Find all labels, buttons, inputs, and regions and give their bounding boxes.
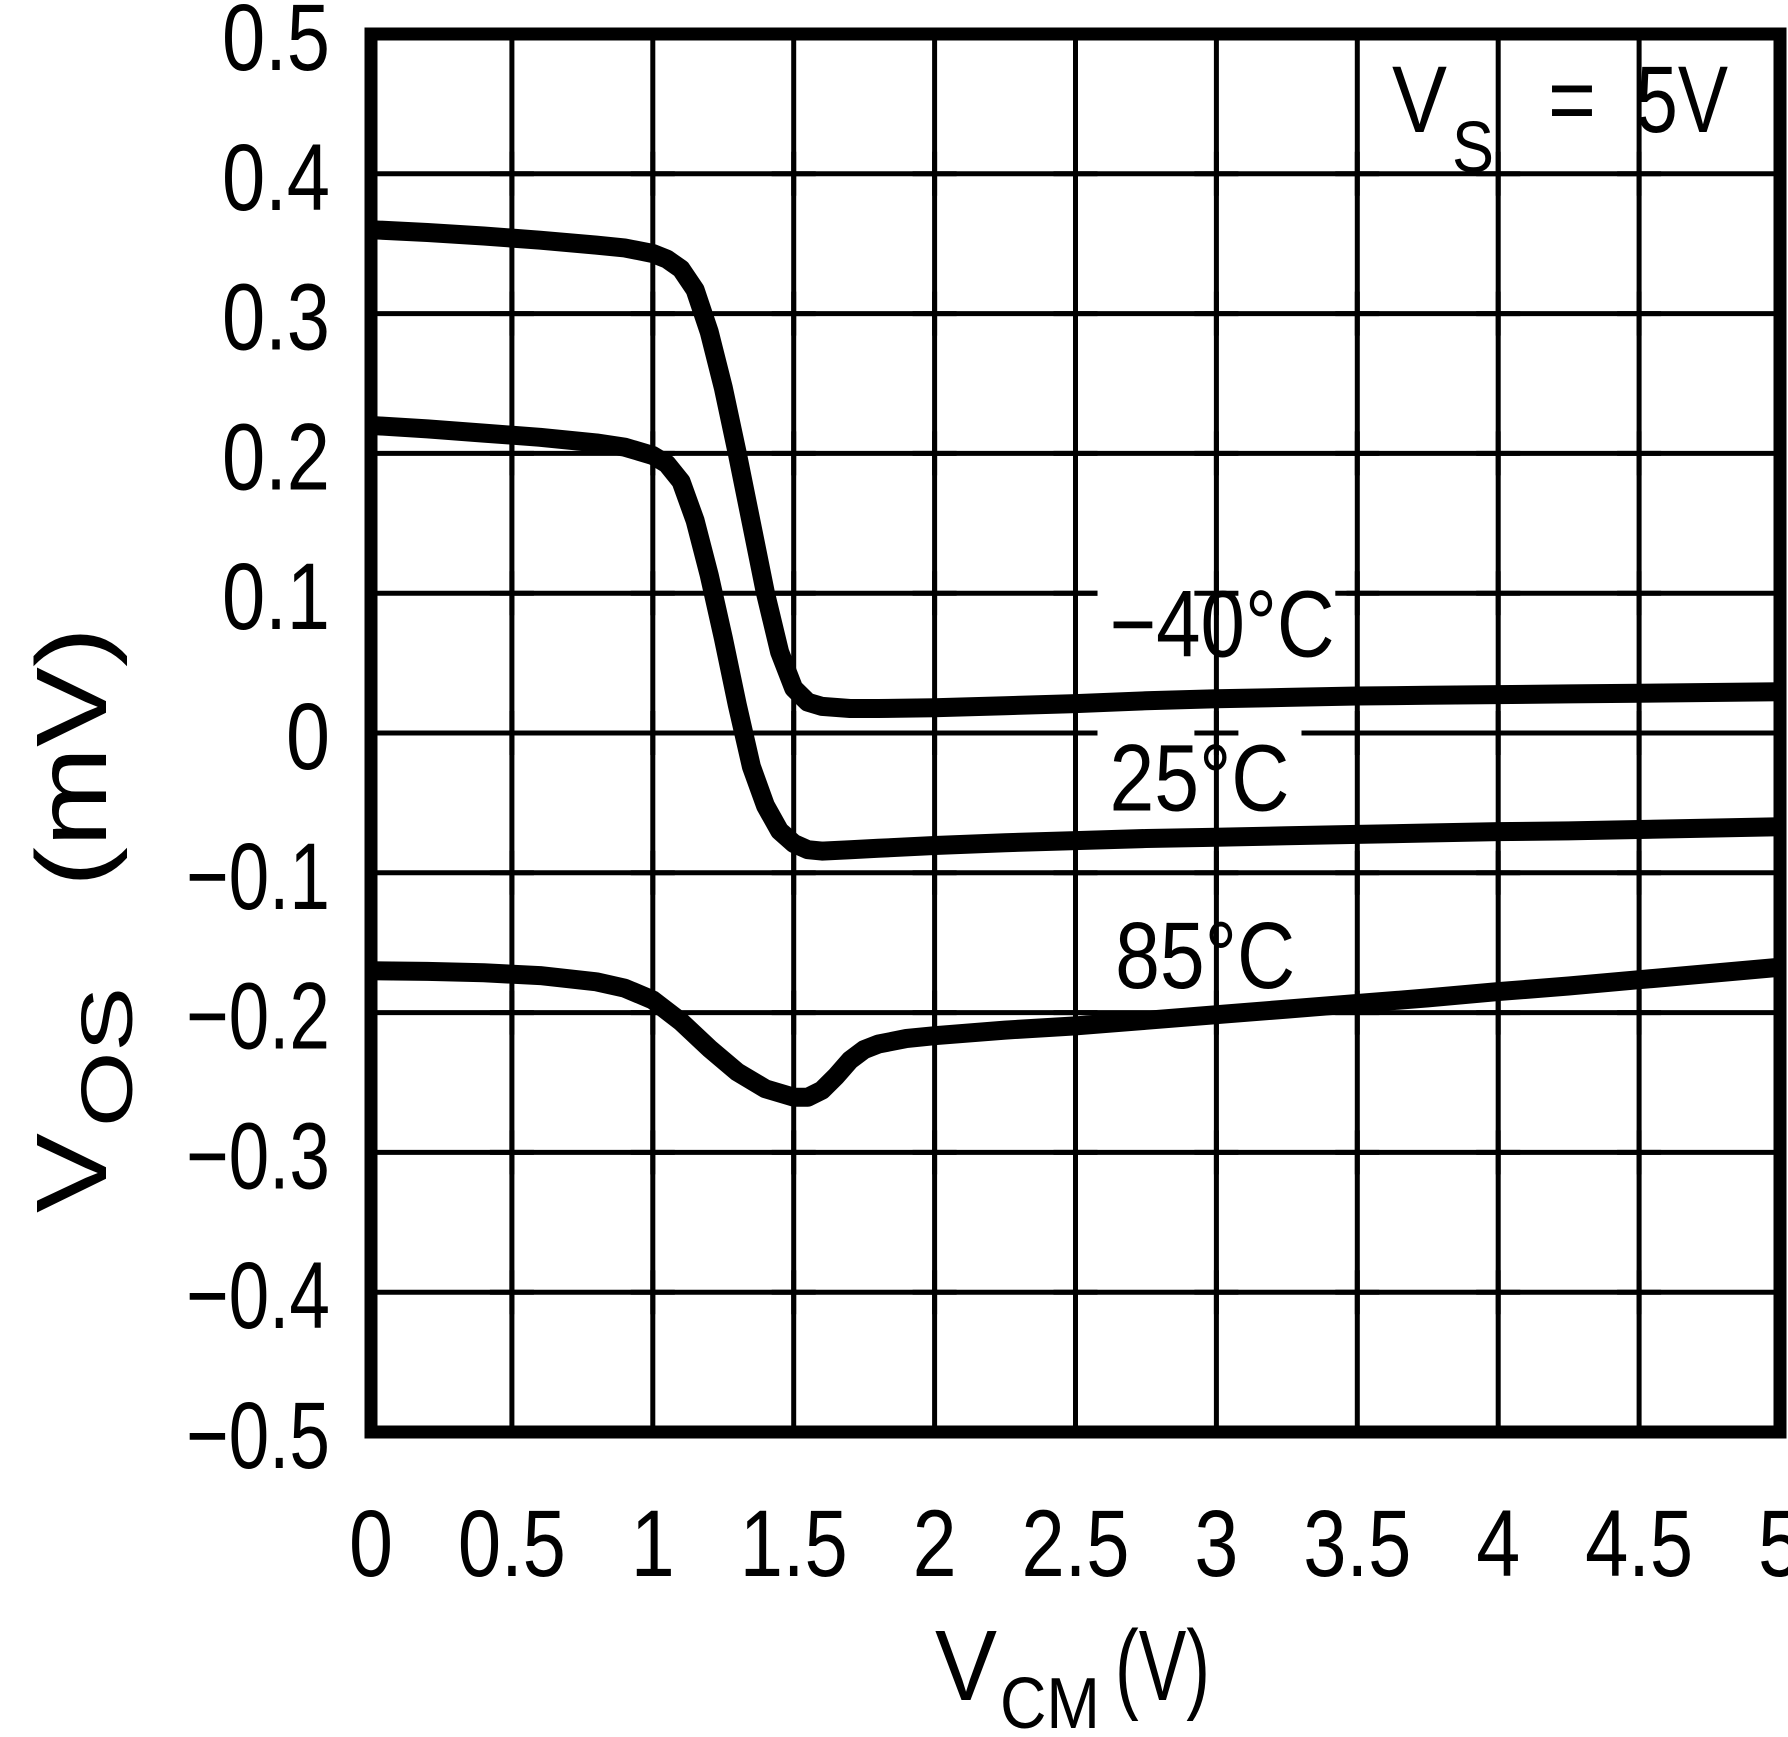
x-tick-label: 3.5: [1303, 1491, 1411, 1597]
svg-text:S: S: [1452, 108, 1494, 188]
y-tick-label: −0.4: [186, 1243, 330, 1349]
curve-label-0: −40°C: [1110, 572, 1335, 678]
x-tick-label: 0.5: [458, 1491, 566, 1597]
label-mask: [1103, 905, 1308, 998]
x-axis-title: V CM (V): [935, 1610, 1210, 1737]
x-tick-label: 1.5: [740, 1491, 848, 1597]
curve-2-85C: [370, 957, 1781, 1107]
curve-label-masks: [1097, 574, 1347, 998]
x-tick-label: 4: [1476, 1491, 1520, 1597]
y-tick-label: −0.1: [186, 824, 330, 930]
y-axis-title: VOS(mV): [16, 627, 148, 1213]
x-tick-label: 0: [349, 1491, 393, 1597]
curve-0-40C: [370, 220, 1781, 718]
x-tick-label: 5: [1758, 1491, 1788, 1597]
curve-label-2: 85°C: [1115, 903, 1295, 1009]
y-tick-label: −0.2: [186, 964, 330, 1070]
x-tick-label: 3: [1194, 1491, 1238, 1597]
x-tick-label: 2.5: [1022, 1491, 1130, 1597]
plot-border: [364, 27, 1787, 1439]
svg-text:V: V: [1392, 47, 1447, 153]
label-mask: [1097, 574, 1347, 667]
svg-text:CM: CM: [1000, 1664, 1100, 1737]
y-tick-label: 0.2: [222, 404, 330, 510]
svg-text:=: =: [1548, 47, 1596, 153]
grid-intersection-ticks: [489, 151, 1662, 1315]
x-tick-label: 1: [631, 1491, 675, 1597]
curve-label-1: 25°C: [1109, 725, 1289, 831]
supply-annotation: V S = 5V: [1392, 47, 1728, 188]
curve-labels: −40°C 25°C 85°C: [1109, 572, 1334, 1009]
svg-text:VOS(mV): VOS(mV): [16, 627, 148, 1213]
y-tick-label: −0.3: [186, 1103, 330, 1209]
curve-1-25C: [370, 415, 1781, 861]
x-tick-label: 4.5: [1585, 1491, 1693, 1597]
svg-text:5V: 5V: [1636, 47, 1728, 153]
y-tick-label: 0.5: [222, 0, 330, 91]
curves: [370, 220, 1781, 1107]
svg-text:(V): (V): [1115, 1610, 1210, 1722]
y-tick-label: 0.4: [222, 125, 330, 231]
y-tick-labels: 0.5 0.4 0.3 0.2 0.1 0 −0.1 −0.2 −0.3 −0.4 −0.5: [186, 0, 330, 1489]
label-mask: [1097, 728, 1302, 821]
x-tick-labels: 0 0.5 1 1.5 2 2.5 3 3.5 4 4.5 5: [349, 1491, 1788, 1597]
y-tick-label: −0.5: [186, 1383, 330, 1489]
y-tick-label: 0.3: [222, 265, 330, 371]
x-tick-label: 2: [913, 1491, 957, 1597]
svg-text:V: V: [935, 1610, 997, 1722]
y-tick-label: 0.1: [222, 544, 330, 650]
y-tick-label: 0: [286, 684, 330, 790]
